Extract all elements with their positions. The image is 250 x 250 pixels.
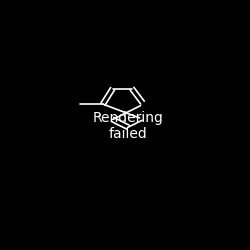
Text: Rendering
failed: Rendering failed bbox=[93, 111, 164, 141]
